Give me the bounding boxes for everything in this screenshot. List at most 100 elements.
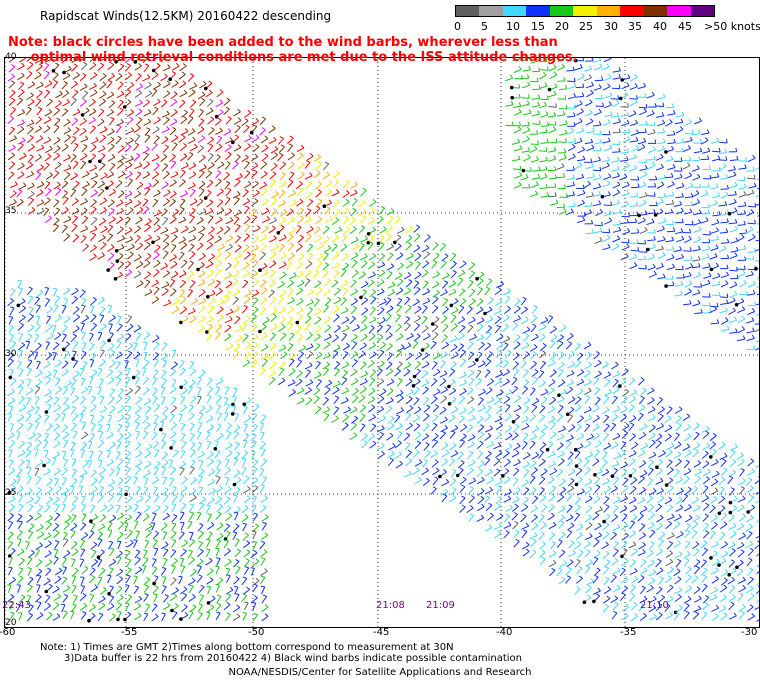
wind-barb-flag bbox=[415, 397, 420, 400]
wind-barb bbox=[610, 424, 617, 432]
wind-barb-flag bbox=[210, 127, 215, 131]
wind-barb bbox=[333, 299, 342, 305]
wind-barb bbox=[323, 327, 332, 333]
colorbar-swatch bbox=[456, 6, 480, 16]
wind-barb-flag bbox=[697, 219, 702, 223]
wind-barb bbox=[79, 414, 84, 423]
wind-barb bbox=[198, 234, 205, 242]
wind-barb bbox=[305, 301, 314, 307]
wind-barb bbox=[279, 334, 287, 341]
wind-barb-flag bbox=[110, 91, 115, 96]
wind-barb bbox=[244, 112, 252, 118]
wind-barb-flag bbox=[734, 290, 738, 295]
wind-barb-flag bbox=[137, 270, 142, 275]
wind-barb bbox=[442, 308, 449, 315]
contamination-dot bbox=[204, 86, 208, 91]
wind-barb bbox=[485, 389, 493, 395]
wind-barb bbox=[612, 191, 620, 197]
wind-barb bbox=[97, 121, 105, 127]
wind-barb bbox=[439, 373, 448, 378]
wind-barb-flag bbox=[263, 161, 267, 165]
wind-barb bbox=[628, 417, 637, 423]
wind-barb-flag bbox=[326, 235, 331, 240]
wind-barb-flag bbox=[56, 117, 61, 121]
wind-barb bbox=[90, 406, 97, 413]
wind-barb bbox=[135, 119, 143, 126]
wind-barb bbox=[574, 361, 582, 369]
wind-barb bbox=[449, 363, 457, 370]
wind-barb bbox=[179, 281, 187, 289]
wind-barb-flag bbox=[11, 161, 16, 165]
wind-barb bbox=[180, 165, 189, 170]
wind-barb-flag bbox=[599, 227, 603, 232]
wind-barb bbox=[450, 309, 459, 315]
wind-barb-flag bbox=[184, 225, 189, 230]
wind-barb-flag bbox=[152, 376, 157, 379]
wind-barb-flag bbox=[518, 102, 522, 107]
wind-barb bbox=[232, 291, 240, 297]
wind-barb-flag bbox=[698, 209, 702, 214]
wind-barb bbox=[513, 397, 522, 404]
wind-barb bbox=[379, 207, 386, 215]
wind-barb bbox=[539, 345, 547, 352]
wind-barb-flag bbox=[463, 379, 467, 384]
wind-barb bbox=[450, 325, 458, 332]
wind-barb-flag bbox=[618, 84, 621, 89]
wind-barb bbox=[315, 262, 323, 269]
wind-barb-flag bbox=[506, 395, 511, 400]
wind-barb bbox=[34, 434, 42, 442]
colorbar-tick-label: 25 bbox=[579, 20, 593, 33]
wind-barb-flag bbox=[391, 281, 396, 286]
wind-barb-flag bbox=[717, 272, 721, 277]
wind-barb bbox=[108, 145, 115, 152]
colorbar-swatch bbox=[667, 6, 691, 16]
wind-barb bbox=[359, 406, 367, 413]
wind-barb-flag bbox=[608, 228, 611, 233]
wind-barb-flag bbox=[244, 279, 249, 283]
wind-barb-flag bbox=[57, 161, 62, 165]
wind-barb bbox=[737, 338, 746, 342]
wind-barb bbox=[369, 353, 377, 359]
wind-barb bbox=[89, 74, 98, 80]
wind-barb-flag bbox=[452, 252, 457, 256]
wind-barb bbox=[8, 99, 16, 106]
wind-barb-flag bbox=[342, 297, 347, 301]
wind-barb-flag bbox=[580, 369, 585, 373]
wind-barb bbox=[124, 218, 131, 226]
wind-barb bbox=[351, 417, 359, 424]
wind-barb-flag bbox=[652, 414, 656, 418]
wind-barb-flag bbox=[128, 161, 133, 166]
wind-barb-flag bbox=[353, 368, 358, 372]
wind-barb bbox=[566, 335, 574, 341]
wind-barb-flag bbox=[11, 73, 15, 77]
wind-barb bbox=[269, 262, 277, 269]
wind-barb-flag bbox=[334, 179, 339, 183]
wind-barb-flag bbox=[725, 280, 729, 284]
wind-barb bbox=[340, 310, 349, 315]
wind-barb bbox=[637, 220, 646, 225]
wind-barb bbox=[405, 263, 413, 269]
wind-barb-flag bbox=[290, 279, 295, 284]
wind-barb bbox=[629, 140, 638, 143]
wind-barb bbox=[70, 388, 76, 396]
wind-barb bbox=[80, 378, 86, 387]
wind-barb-flag bbox=[616, 172, 620, 177]
wind-barb bbox=[332, 383, 341, 388]
wind-barb-flag bbox=[220, 207, 225, 211]
wind-barb bbox=[80, 200, 88, 206]
wind-barb bbox=[260, 190, 268, 197]
wind-barb bbox=[746, 320, 754, 324]
wind-barb-flag bbox=[626, 162, 630, 167]
wind-barb bbox=[513, 370, 520, 377]
wind-barb bbox=[287, 244, 294, 252]
wind-barb-flag bbox=[200, 126, 205, 130]
wind-barb-flag bbox=[510, 100, 514, 105]
wind-barb bbox=[70, 190, 77, 198]
wind-barb bbox=[466, 426, 474, 433]
wind-barb bbox=[235, 337, 243, 343]
wind-barb bbox=[268, 291, 275, 298]
wind-barb-flag bbox=[389, 332, 393, 336]
wind-barb bbox=[26, 72, 33, 80]
wind-barb bbox=[423, 406, 431, 413]
wind-barb-flag bbox=[436, 388, 441, 393]
